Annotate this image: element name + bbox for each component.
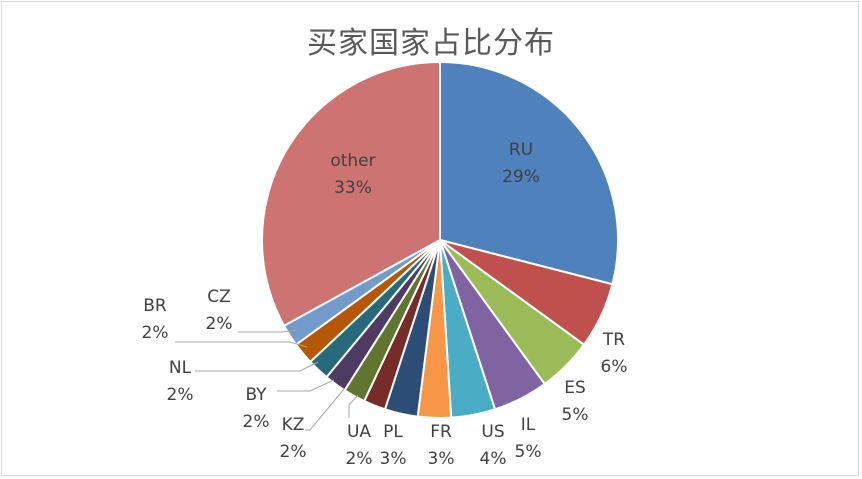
slice-label-cz: CZ: [207, 287, 231, 307]
slice-label-us: US: [481, 422, 504, 442]
slice-value-label-pl: 3%: [380, 449, 407, 469]
leader-line-cz: [238, 329, 297, 333]
slice-value-label-other: 33%: [334, 178, 372, 198]
pie-slice-ru: [439, 60, 619, 286]
leader-line-ua: [348, 394, 359, 418]
slice-label-by: BY: [245, 385, 267, 405]
leader-line-kz: [305, 388, 345, 431]
slice-label-ru: RU: [509, 140, 533, 160]
leader-line-by: [277, 379, 335, 392]
slice-label-other: other: [330, 151, 375, 171]
slice-label-il: IL: [521, 415, 536, 435]
slice-value-label-nl: 2%: [167, 385, 194, 405]
slice-value-label-es: 5%: [562, 405, 589, 425]
slice-value-label-cz: 2%: [206, 314, 233, 334]
leader-lines-layer: [175, 329, 359, 431]
slice-value-label-ru: 29%: [502, 167, 540, 187]
leader-line-nl: [195, 361, 319, 372]
leader-line-br: [175, 341, 308, 348]
slice-value-label-kz: 2%: [280, 442, 307, 462]
slice-value-label-br: 2%: [142, 323, 169, 343]
slice-value-label-il: 5%: [515, 442, 542, 462]
chart-title: 买家国家占比分布: [307, 26, 555, 61]
slice-label-fr: FR: [430, 422, 452, 442]
slice-value-label-ua: 2%: [346, 449, 373, 469]
slices-layer: [261, 60, 619, 419]
labels-layer: RU 29% TR 6% ES 5% IL 5% US 4% FR 3% PL 3% UA 2% KZ 2% BY 2…: [142, 140, 628, 469]
slice-value-label-us: 4%: [480, 449, 507, 469]
slice-label-es: ES: [564, 378, 586, 398]
slice-value-label-fr: 3%: [428, 449, 455, 469]
slice-label-tr: TR: [602, 330, 625, 350]
slice-value-label-tr: 6%: [601, 357, 628, 377]
slice-label-ua: UA: [347, 422, 371, 442]
slice-label-br: BR: [143, 296, 167, 316]
pie-slice-other: [261, 60, 441, 328]
slice-label-nl: NL: [169, 358, 192, 378]
slice-label-pl: PL: [383, 422, 403, 442]
slice-value-label-by: 2%: [243, 412, 270, 432]
slice-label-kz: KZ: [282, 415, 305, 435]
